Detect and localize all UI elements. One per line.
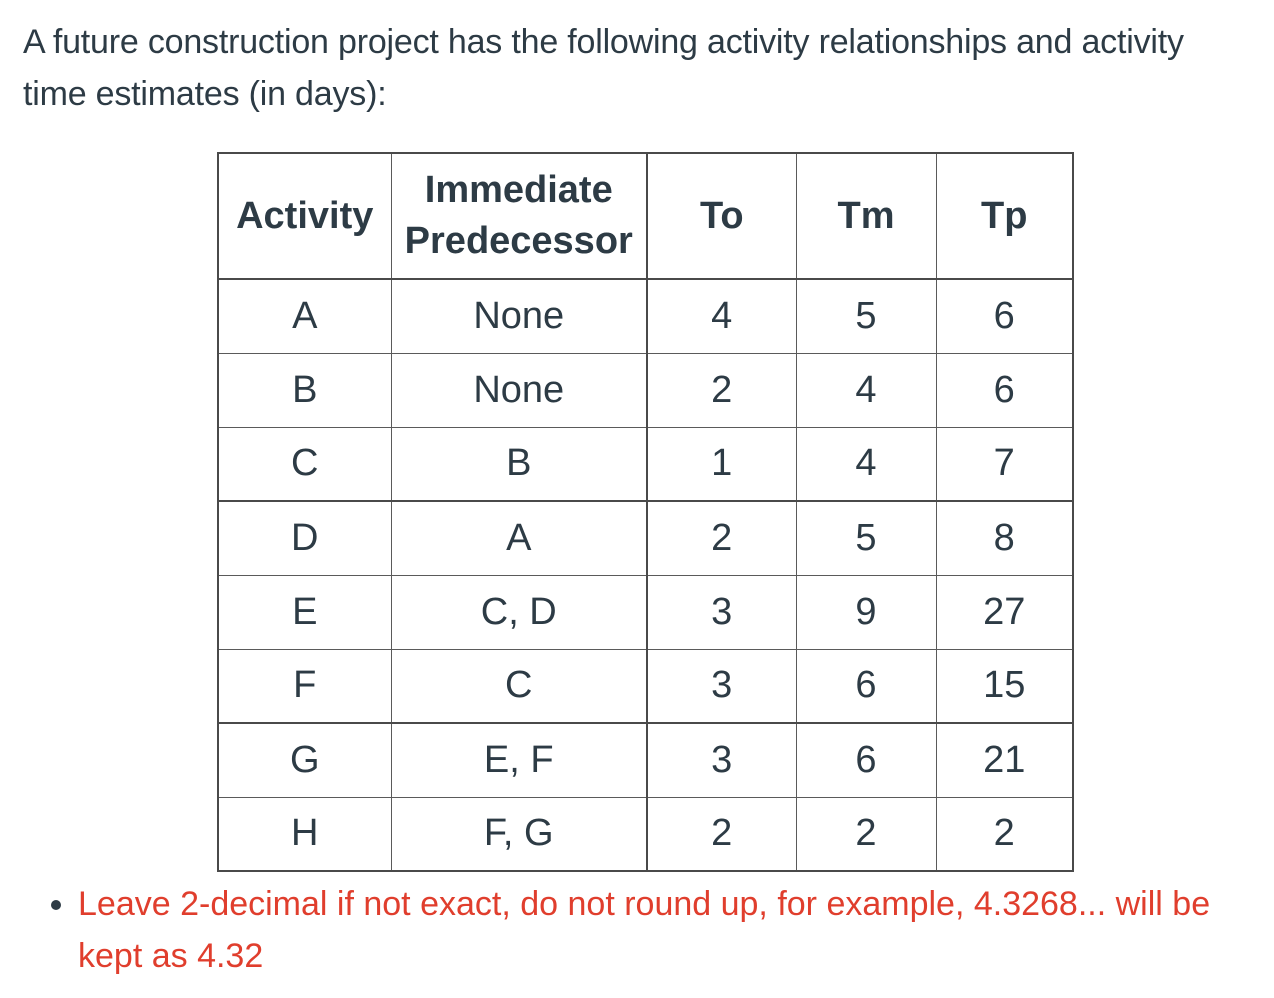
cell-tm: 5 (795, 500, 937, 576)
cell-tp: 21 (935, 722, 1074, 798)
table-row: B None 2 4 6 (217, 352, 1074, 428)
header-cell-tp: Tp (935, 152, 1074, 280)
activity-table: Activity Immediate Predecessor To Tm Tp … (217, 152, 1074, 872)
instruction-text-line2: kept as 4.32 (78, 937, 264, 975)
cell-predecessor: E, F (390, 722, 648, 798)
cell-predecessor: A (390, 500, 648, 576)
cell-predecessor: C, D (390, 574, 648, 650)
cell-tp: 2 (935, 796, 1074, 872)
cell-to: 2 (646, 796, 797, 872)
table-row: G E, F 3 6 21 (217, 722, 1074, 798)
question-text-line1: A future construction project has the fo… (23, 23, 1184, 61)
cell-predecessor: F, G (390, 796, 648, 872)
cell-predecessor: C (390, 648, 648, 724)
instruction-text-line1: Leave 2-decimal if not exact, do not rou… (78, 885, 1211, 923)
cell-activity: G (217, 722, 392, 798)
cell-activity: F (217, 648, 392, 724)
cell-tp: 27 (935, 574, 1074, 650)
cell-tm: 6 (795, 722, 937, 798)
cell-activity: B (217, 352, 392, 428)
cell-tp: 6 (935, 352, 1074, 428)
header-cell-activity: Activity (217, 152, 392, 280)
header-cell-to: To (646, 152, 797, 280)
table-row: D A 2 5 8 (217, 500, 1074, 576)
question-body: A future construction project has the fo… (0, 16, 1274, 982)
cell-activity: C (217, 426, 392, 502)
cell-to: 2 (646, 352, 797, 428)
cell-tp: 7 (935, 426, 1074, 502)
cell-predecessor: B (390, 426, 648, 502)
cell-tm: 2 (795, 796, 937, 872)
cell-to: 4 (646, 278, 797, 354)
table-row: E C, D 3 9 27 (217, 574, 1074, 650)
cell-activity: H (217, 796, 392, 872)
header-cell-immediate-predecessor: Immediate Predecessor (390, 152, 648, 280)
question-text: A future construction project has the fo… (23, 16, 1274, 120)
table-row: A None 4 5 6 (217, 278, 1074, 354)
table-row: F C 3 6 15 (217, 648, 1074, 724)
cell-tp: 15 (935, 648, 1074, 724)
cell-tm: 6 (795, 648, 937, 724)
cell-to: 3 (646, 722, 797, 798)
cell-to: 3 (646, 648, 797, 724)
cell-tm: 4 (795, 352, 937, 428)
cell-predecessor: None (390, 278, 648, 354)
question-text-line2: time estimates (in days): (23, 75, 387, 113)
cell-to: 2 (646, 500, 797, 576)
cell-to: 1 (646, 426, 797, 502)
cell-tm: 9 (795, 574, 937, 650)
instruction-item: Leave 2-decimal if not exact, do not rou… (78, 878, 1274, 982)
cell-tm: 4 (795, 426, 937, 502)
header-cell-tm: Tm (795, 152, 937, 280)
cell-tp: 6 (935, 278, 1074, 354)
cell-activity: E (217, 574, 392, 650)
cell-tp: 8 (935, 500, 1074, 576)
table-row: H F, G 2 2 2 (217, 796, 1074, 872)
cell-predecessor: None (390, 352, 648, 428)
cell-activity: A (217, 278, 392, 354)
table-row: C B 1 4 7 (217, 426, 1074, 502)
instruction-list: Leave 2-decimal if not exact, do not rou… (0, 878, 1274, 982)
cell-activity: D (217, 500, 392, 576)
cell-to: 3 (646, 574, 797, 650)
table-header-row: Activity Immediate Predecessor To Tm Tp (217, 152, 1074, 280)
cell-tm: 5 (795, 278, 937, 354)
